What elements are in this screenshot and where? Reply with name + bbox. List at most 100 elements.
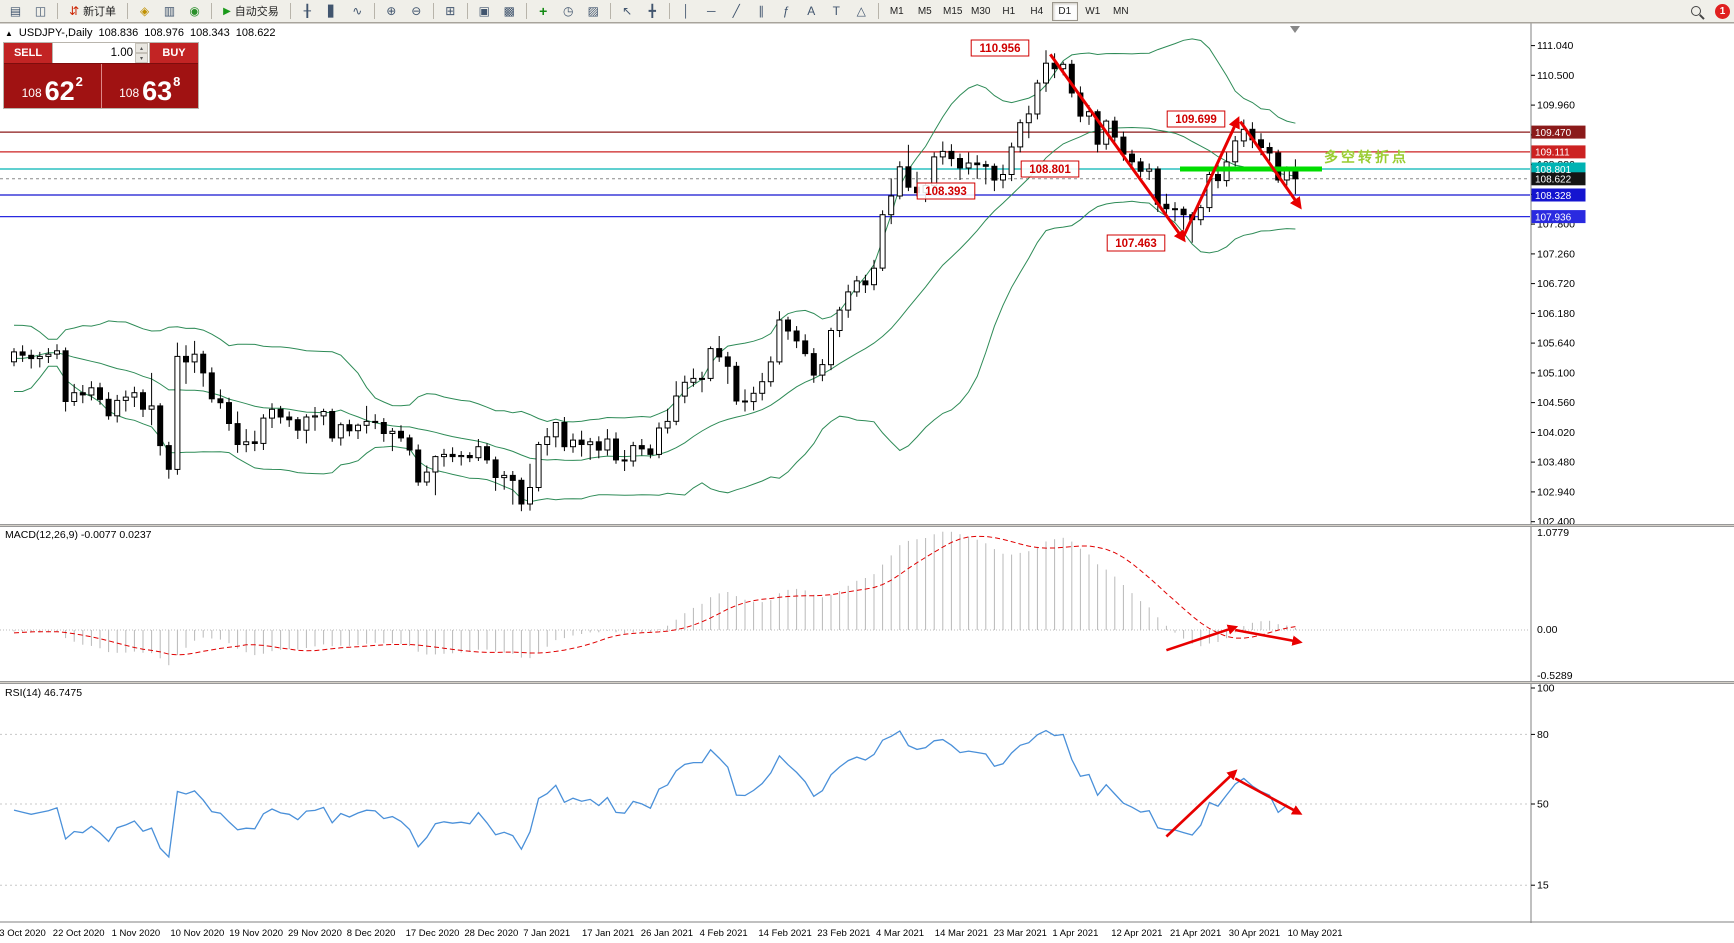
svg-text:7 Jan 2021: 7 Jan 2021 xyxy=(523,928,570,939)
svg-text:109.111: 109.111 xyxy=(1535,148,1570,159)
svg-text:22 Oct 2020: 22 Oct 2020 xyxy=(53,928,105,939)
add-indicator-icon[interactable]: + xyxy=(539,3,548,19)
market-watch-icon[interactable]: ▥ xyxy=(163,4,176,18)
scripts-icon[interactable]: ◉ xyxy=(189,4,200,18)
svg-text:8 Dec 2020: 8 Dec 2020 xyxy=(347,928,396,939)
svg-text:100: 100 xyxy=(1537,683,1555,695)
svg-text:14 Feb 2021: 14 Feb 2021 xyxy=(758,928,811,939)
price-annotation-box xyxy=(970,39,1030,57)
price-axis-background xyxy=(1531,0,1734,943)
label-icon[interactable]: T xyxy=(832,4,840,18)
svg-text:28 Dec 2020: 28 Dec 2020 xyxy=(464,928,518,939)
channel-icon[interactable]: ∥ xyxy=(758,4,765,18)
svg-text:108.622: 108.622 xyxy=(1535,175,1572,186)
panel-separator[interactable] xyxy=(0,681,1734,684)
price-tags xyxy=(1531,125,1586,224)
timeframe-button-d1[interactable]: D1 xyxy=(1051,1,1078,21)
panel-separator[interactable] xyxy=(0,524,1734,527)
chart-shift-marker[interactable] xyxy=(1290,26,1300,33)
symbols-icon[interactable]: ◈ xyxy=(139,4,150,18)
svg-text:1 Apr 2021: 1 Apr 2021 xyxy=(1052,928,1098,939)
timeframe-button-m5[interactable]: M5 xyxy=(917,5,932,17)
trend-arrow[interactable] xyxy=(1239,120,1302,210)
svg-text:80: 80 xyxy=(1537,729,1549,741)
svg-text:4 Feb 2021: 4 Feb 2021 xyxy=(700,928,748,939)
line-chart-icon[interactable]: ∿ xyxy=(352,4,363,18)
shapes-icon[interactable]: △ xyxy=(856,4,866,18)
svg-text:19 Nov 2020: 19 Nov 2020 xyxy=(229,928,283,939)
rsi-line xyxy=(13,729,1296,859)
timeframe-button-m1[interactable]: M1 xyxy=(889,5,904,17)
trend-arrow[interactable] xyxy=(1049,53,1186,243)
zoom-out-icon[interactable]: ⊖ xyxy=(411,4,422,18)
chart-profiles-icon[interactable]: ◫ xyxy=(34,4,47,18)
new-chart-icon[interactable]: ▤ xyxy=(9,4,22,18)
price-annotation-box xyxy=(1106,234,1166,252)
volume-decrease-button[interactable]: ▾ xyxy=(135,53,148,63)
buy-button[interactable]: BUY xyxy=(150,43,198,63)
horizontal-line-icon[interactable]: ─ xyxy=(707,4,716,18)
volume-field[interactable]: 1.00 ▴ ▾ xyxy=(52,43,150,63)
trend-arrow[interactable] xyxy=(1182,116,1240,237)
autotrading-button[interactable]: ▶ 自动交易 xyxy=(216,1,286,22)
buy-price-tile[interactable]: 108 63 8 xyxy=(100,64,198,108)
bar-chart-icon[interactable]: ╂ xyxy=(303,4,311,18)
svg-text:13 Oct 2020: 13 Oct 2020 xyxy=(0,928,46,939)
volume-increase-button[interactable]: ▴ xyxy=(135,43,148,53)
timeframe-button-m15[interactable]: M15 xyxy=(943,5,963,17)
sell-button[interactable]: SELL xyxy=(4,43,52,63)
tile-windows-icon[interactable]: ⊞ xyxy=(445,4,456,18)
svg-text:108.801: 108.801 xyxy=(1535,165,1572,176)
svg-text:21 Apr 2021: 21 Apr 2021 xyxy=(1170,928,1221,939)
svg-text:108.328: 108.328 xyxy=(1535,191,1572,202)
sell-price-tile[interactable]: 108 62 2 xyxy=(4,64,101,108)
svg-text:106.180: 106.180 xyxy=(1537,308,1575,320)
macd-trend-arrow[interactable] xyxy=(1234,628,1303,646)
timeframe-button-h1[interactable]: H1 xyxy=(1002,5,1016,17)
svg-text:108.393: 108.393 xyxy=(925,186,967,198)
new-order-button[interactable]: ⇵ 新订单 xyxy=(62,1,123,22)
svg-text:26 Jan 2021: 26 Jan 2021 xyxy=(641,928,693,939)
volume-value[interactable]: 1.00 xyxy=(110,47,133,59)
vertical-line-icon[interactable]: │ xyxy=(682,4,691,18)
timeframe-button-w1[interactable]: W1 xyxy=(1085,5,1101,17)
notification-badge[interactable]: 1 xyxy=(1715,3,1730,19)
templates-icon[interactable]: ▨ xyxy=(587,4,599,18)
cascade-windows-icon[interactable]: ▩ xyxy=(503,4,515,18)
turning-point-note[interactable]: 多空转折点 xyxy=(1324,149,1409,165)
timeframe-button-mn[interactable]: MN xyxy=(1112,5,1129,17)
rsi-trend-arrow[interactable] xyxy=(1165,769,1238,838)
timeframe-button-m30[interactable]: M30 xyxy=(971,5,991,17)
search-icon[interactable] xyxy=(1684,1,1707,21)
arrange-windows-icon[interactable]: ▣ xyxy=(478,4,490,18)
price-annotation-box xyxy=(916,182,976,200)
price-tag xyxy=(1531,125,1586,139)
price-annotations[interactable] xyxy=(916,39,1226,252)
candlestick-chart-icon[interactable]: ▋ xyxy=(328,5,337,18)
price-level-lines[interactable] xyxy=(0,131,1530,218)
cursor-icon[interactable]: ↖ xyxy=(622,4,633,18)
macd-signal-line xyxy=(13,535,1296,656)
crosshair-icon[interactable]: ╋ xyxy=(648,4,656,18)
svg-text:109.699: 109.699 xyxy=(1175,114,1217,126)
period-selector-icon[interactable]: ◷ xyxy=(563,4,574,18)
macd-trend-arrow[interactable] xyxy=(1165,624,1239,652)
price-annotation-box xyxy=(1020,160,1080,178)
zoom-in-icon[interactable]: ⊕ xyxy=(386,4,397,18)
svg-text:17 Dec 2020: 17 Dec 2020 xyxy=(406,928,460,939)
one-click-trading-panel: SELL 1.00 ▴ ▾ BUY 108 62 2 108 63 8 xyxy=(3,42,199,109)
trendline-icon[interactable]: ╱ xyxy=(732,4,740,18)
collapse-trade-panel-icon[interactable]: ▲ xyxy=(5,28,13,38)
toolbar-separator xyxy=(289,3,291,19)
text-icon[interactable]: A xyxy=(807,4,816,18)
buy-price-fraction: 8 xyxy=(173,74,181,89)
price-tag xyxy=(1531,210,1586,224)
timeframe-button-h4[interactable]: H4 xyxy=(1030,5,1044,17)
svg-text:109.470: 109.470 xyxy=(1535,128,1572,139)
fibonacci-icon[interactable]: ƒ xyxy=(782,4,790,18)
price-tag xyxy=(1531,172,1586,186)
price-tag xyxy=(1531,188,1586,202)
toolbar-left-groups: ▤ ◫ ⇵ 新订单 ◈ ▥ ◉ ▶ 自动交易 ╂ ▋ ∿ ⊕ ⊖ ⊞ ▣ ▩ + ◷ ▨ ↖ ╋ │ ─ ╱ ∥ ƒ A T △ M1 M5 M… xyxy=(0,0,1135,22)
rsi-trend-arrow[interactable] xyxy=(1234,777,1303,815)
new-order-label: 新订单 xyxy=(83,6,117,18)
